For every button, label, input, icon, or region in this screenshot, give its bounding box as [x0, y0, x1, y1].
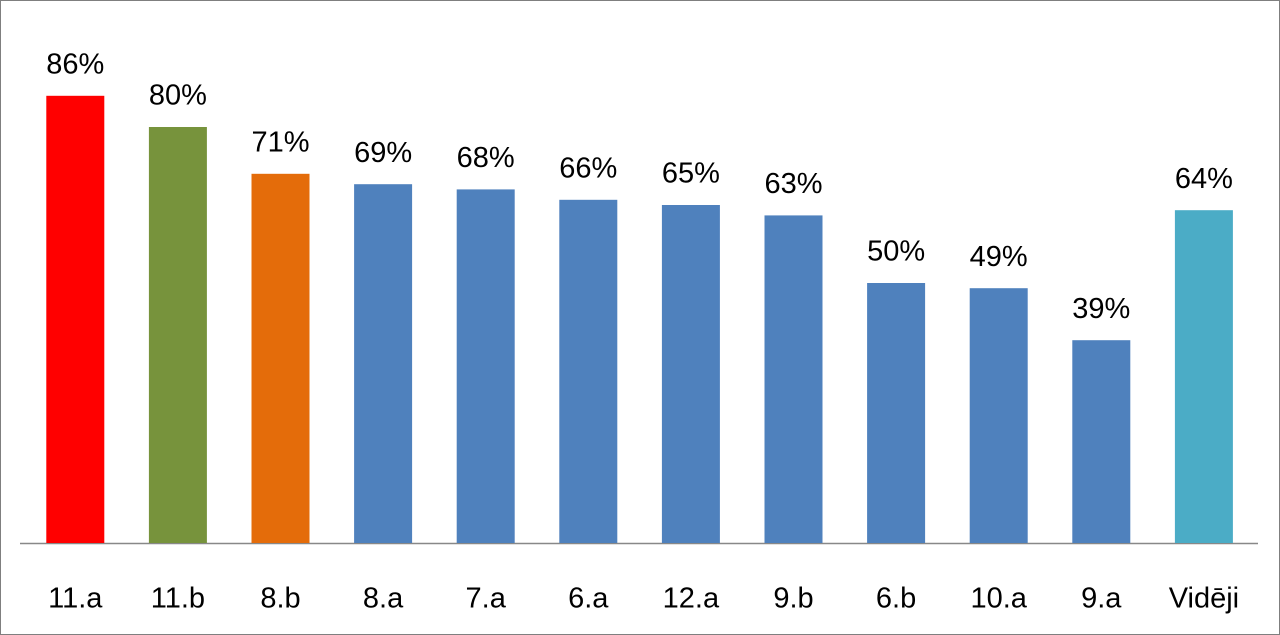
data-label: 66%: [559, 152, 617, 184]
bar: [148, 127, 207, 543]
bar: [764, 215, 823, 543]
data-label: 63%: [764, 168, 822, 200]
x-tick-label: 6.b: [876, 583, 916, 615]
bar: [559, 199, 618, 544]
bar: [969, 288, 1028, 543]
data-label: 80%: [149, 80, 207, 112]
x-tick-label: 6.a: [568, 583, 609, 615]
data-label: 65%: [662, 158, 720, 190]
data-label: 86%: [46, 48, 104, 80]
data-label: 39%: [1072, 293, 1130, 325]
bar: [456, 189, 515, 543]
x-tick-label: 9.b: [773, 583, 813, 615]
bar: [46, 95, 105, 544]
data-label: 64%: [1175, 163, 1233, 195]
bar: [1072, 340, 1131, 543]
data-label: 68%: [457, 142, 515, 174]
bar: [1174, 210, 1233, 543]
x-tick-label: 8.a: [363, 583, 404, 615]
bar: [354, 184, 413, 543]
data-label: 71%: [251, 126, 309, 158]
x-tick-label: Vidēji: [1169, 583, 1239, 615]
x-tick-label: 8.b: [260, 583, 300, 615]
x-tick-label: 7.a: [466, 583, 507, 615]
data-label: 50%: [867, 236, 925, 268]
x-tick-label: 10.a: [970, 583, 1027, 615]
x-tick-label: 9.a: [1081, 583, 1122, 615]
x-tick-label: 12.a: [663, 583, 720, 615]
data-label: 49%: [970, 241, 1028, 273]
bar: [251, 173, 310, 544]
x-tick-label: 11.a: [48, 583, 103, 615]
data-label: 69%: [354, 137, 412, 169]
bar: [867, 283, 926, 543]
bar: [661, 205, 720, 543]
x-tick-label: 11.b: [151, 583, 205, 615]
